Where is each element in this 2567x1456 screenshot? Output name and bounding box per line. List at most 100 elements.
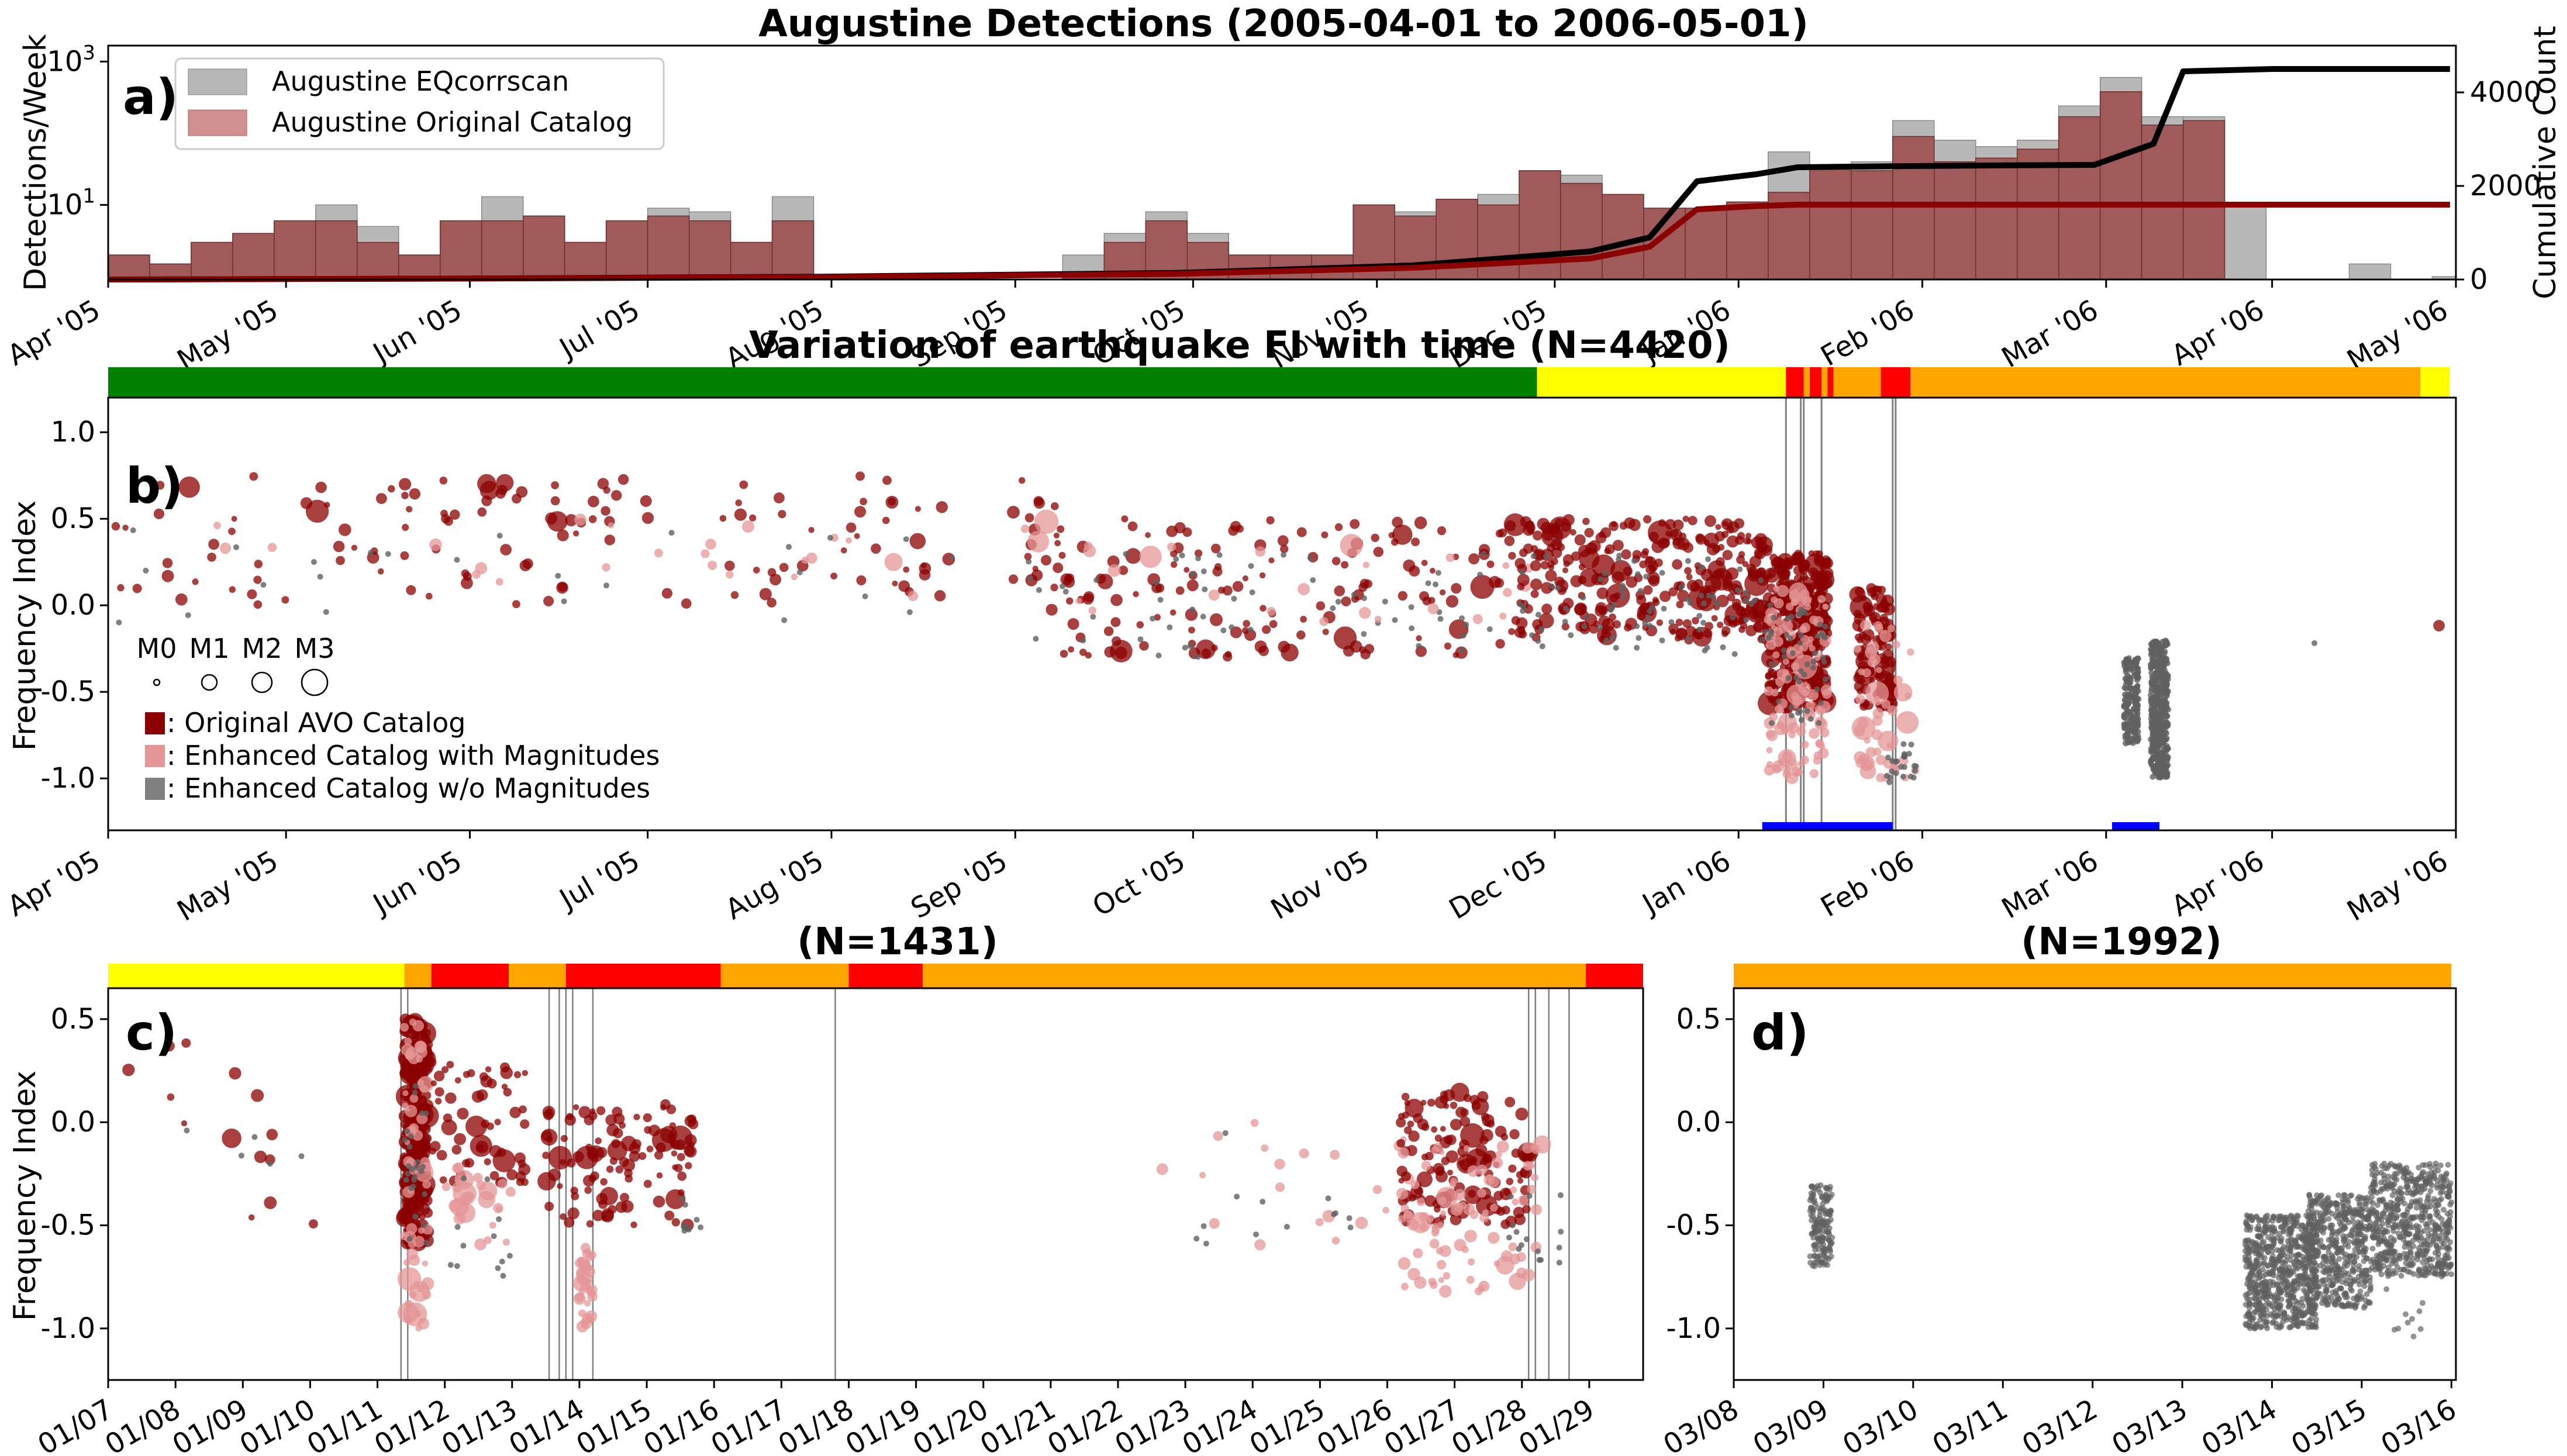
- point-gray: [2348, 1210, 2354, 1216]
- point-enh: [422, 1290, 432, 1299]
- point-enh: [1806, 701, 1816, 710]
- point-gray: [267, 1161, 273, 1167]
- point-gray: [1912, 768, 1918, 774]
- point-orig: [1609, 594, 1619, 602]
- point-gray: [1643, 574, 1650, 579]
- bar-original: [1228, 254, 1271, 280]
- point-orig: [1517, 1178, 1524, 1184]
- point-gray: [1580, 594, 1586, 601]
- point-gray: [1812, 1253, 1818, 1259]
- point-orig: [1125, 548, 1141, 564]
- point-gray: [2153, 689, 2159, 696]
- point-gray: [1581, 623, 1588, 630]
- point-orig: [1596, 587, 1609, 599]
- point-enh: [1274, 1158, 1285, 1170]
- point-orig: [1621, 549, 1631, 560]
- legend-label-gray: : Enhanced Catalog w/o Magnitudes: [167, 772, 650, 804]
- point-enh: [1782, 658, 1790, 665]
- point-gray: [2288, 1212, 2295, 1219]
- bar-original: [1477, 204, 1520, 280]
- point-orig: [1434, 1206, 1441, 1213]
- point-gray: [1182, 644, 1188, 651]
- bar-original: [1934, 161, 1976, 280]
- point-gray: [2300, 1222, 2306, 1229]
- point-gray: [2124, 716, 2130, 723]
- point-enh: [1477, 1164, 1488, 1175]
- point-enh: [1766, 747, 1773, 754]
- point-gray: [2306, 1220, 2312, 1226]
- point-enh: [1776, 585, 1789, 597]
- point-gray: [2322, 1298, 2328, 1305]
- point-enh: [1800, 755, 1809, 764]
- point-orig: [1421, 560, 1428, 566]
- point-gray: [1248, 563, 1254, 569]
- point-enh: [1250, 1119, 1259, 1127]
- point-gray: [2280, 1229, 2287, 1235]
- point-orig: [1605, 544, 1615, 554]
- point-orig: [617, 474, 629, 485]
- point-gray: [2148, 670, 2155, 676]
- point-gray: [2165, 689, 2171, 696]
- point-gray: [413, 1164, 420, 1171]
- point-gray: [2252, 1325, 2258, 1331]
- point-enh: [1488, 1231, 1500, 1244]
- point-gray: [1788, 712, 1795, 719]
- point-gray: [1602, 570, 1608, 577]
- point-gray: [1710, 594, 1717, 601]
- point-gray: [1797, 708, 1803, 715]
- point-orig: [664, 1210, 675, 1221]
- point-orig: [584, 1186, 592, 1194]
- point-orig: [1688, 516, 1697, 526]
- point-gray: [603, 582, 609, 589]
- point-orig: [1033, 497, 1046, 509]
- point-enh: [1531, 1204, 1543, 1216]
- y-tick-label: 0.0: [51, 1106, 95, 1138]
- point-orig: [1751, 536, 1764, 549]
- point-gray: [1698, 592, 1705, 599]
- point-gray: [2310, 1304, 2316, 1310]
- point-enh: [1275, 1182, 1285, 1192]
- point-orig: [1498, 528, 1507, 537]
- point-orig: [1296, 527, 1307, 537]
- point-gray: [2359, 1238, 2365, 1245]
- point-orig: [1684, 567, 1692, 575]
- alert-segment-orange: [509, 964, 566, 988]
- point-gray: [420, 1164, 426, 1170]
- point-enh: [1413, 1248, 1423, 1258]
- point-gray: [2288, 1317, 2295, 1323]
- point-gray: [406, 1144, 413, 1150]
- point-gray: [2271, 1272, 2277, 1279]
- point-orig: [537, 1172, 556, 1191]
- point-gray: [2308, 1316, 2314, 1322]
- point-enh: [1865, 646, 1878, 659]
- point-orig: [117, 584, 125, 592]
- point-gray: [1696, 626, 1703, 633]
- point-gray: [2366, 1278, 2373, 1284]
- point-gray: [2264, 1313, 2271, 1319]
- point-orig: [1182, 527, 1192, 537]
- point-gray: [1513, 1229, 1520, 1235]
- point-gray: [1330, 605, 1336, 612]
- cumulative-line-original: [108, 202, 2450, 282]
- bar-original: [647, 215, 690, 280]
- point-gray: [143, 567, 149, 574]
- point-orig: [685, 1162, 692, 1169]
- x-tick-label: Jun '05: [366, 294, 467, 371]
- point-orig: [231, 516, 237, 522]
- point-gray: [903, 536, 909, 543]
- point-gray: [323, 609, 329, 615]
- point-gray: [2292, 1262, 2297, 1268]
- point-enh: [1445, 553, 1455, 563]
- point-orig: [1810, 573, 1820, 582]
- point-orig: [1746, 538, 1752, 544]
- point-gray: [827, 534, 833, 541]
- point-orig: [1612, 620, 1621, 629]
- point-gray: [2247, 1262, 2254, 1269]
- point-orig: [1401, 1092, 1410, 1101]
- legend-swatch-enh: [145, 745, 165, 767]
- point-enh: [404, 1299, 413, 1309]
- point-enh: [478, 1191, 495, 1209]
- point-enh: [582, 1248, 591, 1258]
- point-gray: [2135, 720, 2141, 726]
- point-enh: [452, 1163, 463, 1174]
